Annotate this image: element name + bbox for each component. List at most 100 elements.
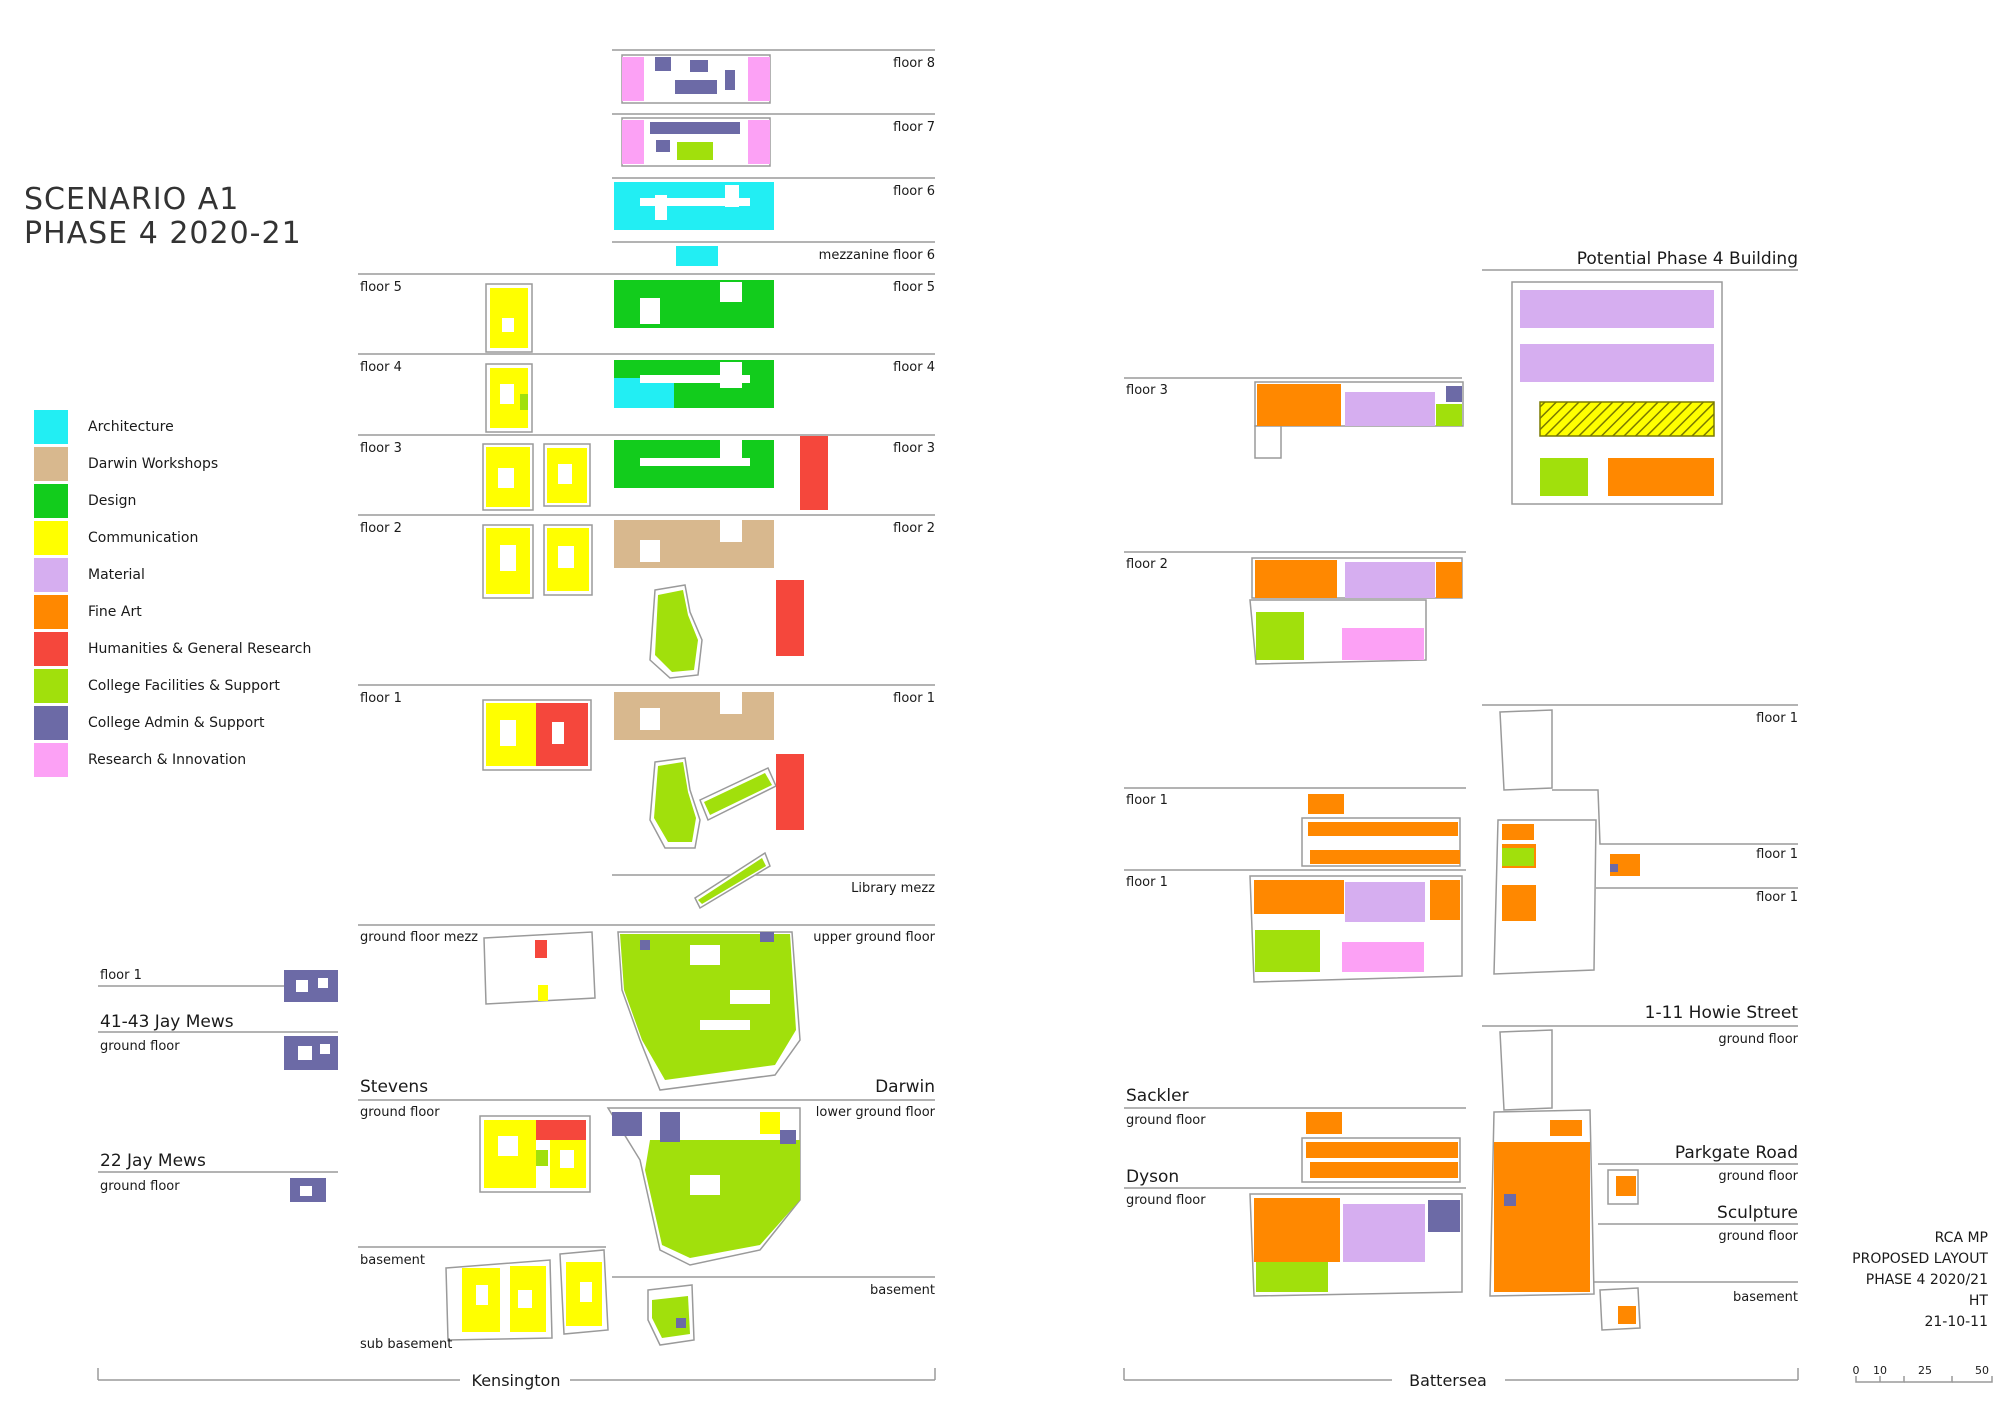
jay-mews-22-label: 22 Jay Mews <box>100 1151 206 1171</box>
zone-material <box>1520 344 1714 382</box>
zone-college-admin-support <box>284 970 338 1002</box>
zone-research-innovation <box>1342 628 1424 660</box>
title-line-1: SCENARIO A1 <box>24 182 240 217</box>
zone-college-admin-support <box>780 1130 796 1144</box>
zone-fine-art <box>1306 1142 1458 1158</box>
legend-item-college-admin: College Admin & Support <box>34 704 311 741</box>
zone-material <box>1345 392 1435 426</box>
scale-tick-label: 10 <box>1873 1364 1887 1377</box>
zone-college-facilities-support <box>698 858 766 904</box>
legend-item-architecture: Architecture <box>34 408 311 445</box>
floor-label: lower ground floor <box>816 1105 936 1120</box>
zone-college-admin-support <box>1610 864 1618 872</box>
zone-fine-art <box>1502 885 1536 921</box>
jay-mews-41-floor-1: floor 1 <box>98 968 338 1002</box>
floor-label: ground floor mezz <box>360 930 478 945</box>
stevens-ground-floor: ground floor <box>360 1105 591 1193</box>
floor-label: floor 2 <box>1126 557 1168 572</box>
legend-label: Design <box>88 492 137 509</box>
legend-item-darwin-workshops: Darwin Workshops <box>34 445 311 482</box>
zone-fine-art <box>1550 1120 1582 1136</box>
zone-college-admin-support <box>675 80 717 94</box>
howie-floor-1b: floor 1 floor 1 <box>1493 819 1798 975</box>
rule-line <box>1552 789 1798 845</box>
zone-fine-art <box>1306 1112 1342 1134</box>
zone-communication <box>538 985 548 1001</box>
scale-tick-label: 0 <box>1853 1364 1860 1377</box>
floor-label: floor 5 <box>893 280 935 295</box>
legend-item-design: Design <box>34 482 311 519</box>
zone-humanities-general-research <box>536 1120 586 1140</box>
site-label: Battersea <box>1409 1371 1487 1390</box>
zone-college-facilities-support <box>1256 1262 1328 1292</box>
floor-label: ground floor <box>1718 1032 1798 1047</box>
darwin-lower-ground-floor: lower ground floor <box>358 1099 936 1266</box>
darwin-floor-5: floor 5 <box>358 273 935 328</box>
zone-college-admin-support <box>676 1318 686 1328</box>
zone-college-facilities-support <box>645 1140 800 1258</box>
floor-label: floor 5 <box>360 280 402 295</box>
zone-research-innovation <box>622 120 644 164</box>
floor-label: ground floor <box>1718 1229 1798 1244</box>
zone-fine-art <box>1310 850 1460 864</box>
zone-college-facilities-support <box>655 590 698 672</box>
zone-college-facilities-support <box>536 1150 548 1166</box>
floor-label: floor 3 <box>360 441 402 456</box>
howie-ground-floor: ground floor <box>1482 1025 1799 1297</box>
zone-material <box>1345 562 1435 598</box>
zone-fine-art <box>1254 880 1344 914</box>
zone-fine-art <box>1254 1198 1340 1262</box>
floor-label: floor 7 <box>893 120 935 135</box>
jay-mews-22-ground-floor: ground floor <box>98 1171 338 1202</box>
zone-research-innovation <box>748 57 770 101</box>
zone-material <box>1343 1204 1425 1262</box>
darwin-floor-4: floor 4 <box>358 353 935 408</box>
stevens-basement: basement <box>358 1246 609 1341</box>
rule-line <box>1952 1376 1993 1383</box>
darwin-floor-6: floor 6 <box>612 177 935 230</box>
stevens-floor-3: floor 3 <box>360 441 591 511</box>
floor-label: floor 3 <box>1126 383 1168 398</box>
zone-communication <box>760 1112 780 1134</box>
legend-swatch <box>34 742 68 777</box>
note-line: HT <box>1968 1293 1988 1309</box>
note-line: PROPOSED LAYOUT <box>1852 1251 1988 1267</box>
dyson-floor-1: floor 1 <box>1124 869 1466 983</box>
legend-swatch <box>34 631 68 666</box>
stevens-floor-5: floor 5 <box>360 280 533 353</box>
floor-label: ground floor <box>100 1179 180 1194</box>
legend-label: College Facilities & Support <box>88 677 280 694</box>
jay-mews-41-43-label: 41-43 Jay Mews <box>100 1012 234 1032</box>
zone-college-admin-support <box>655 57 671 71</box>
zone-fine-art <box>1436 562 1462 598</box>
zone-college-admin-support <box>650 122 740 134</box>
note-line: PHASE 4 2020/21 <box>1865 1272 1988 1288</box>
darwin-mezzanine-6: mezzanine floor 6 <box>612 241 935 266</box>
floor-label: floor 3 <box>893 441 935 456</box>
zone-humanities-general-research <box>800 436 828 510</box>
floor-label: floor 4 <box>893 360 935 375</box>
legend-label: College Admin & Support <box>88 714 265 731</box>
howie-street-label: 1-11 Howie Street <box>1645 1003 1799 1023</box>
zone-college-facilities-support <box>1256 612 1304 660</box>
zone-material <box>1345 882 1425 922</box>
zone-fine-art <box>1308 822 1458 836</box>
legend-item-research: Research & Innovation <box>34 741 311 778</box>
floor-label: floor 2 <box>360 521 402 536</box>
zone-research-innovation <box>1342 942 1424 972</box>
dyson-building-label: Dyson <box>1126 1167 1179 1187</box>
zone-college-facilities-support <box>677 142 713 160</box>
legend-label: Communication <box>88 529 199 546</box>
floor-label: ground floor <box>1126 1193 1206 1208</box>
zone-college-facilities-support <box>1540 458 1588 496</box>
building-outline <box>483 931 596 1005</box>
zone-college-admin-support <box>656 140 670 152</box>
legend-swatch <box>34 668 68 703</box>
sackler-floor-3: floor 3 <box>1124 377 1464 459</box>
zone-college-facilities-support <box>1255 930 1320 972</box>
zone-fine-art <box>1310 1162 1458 1178</box>
zone-fine-art <box>1257 384 1341 426</box>
zone-college-admin-support <box>725 70 735 90</box>
zone-college-admin-support <box>660 1112 680 1142</box>
